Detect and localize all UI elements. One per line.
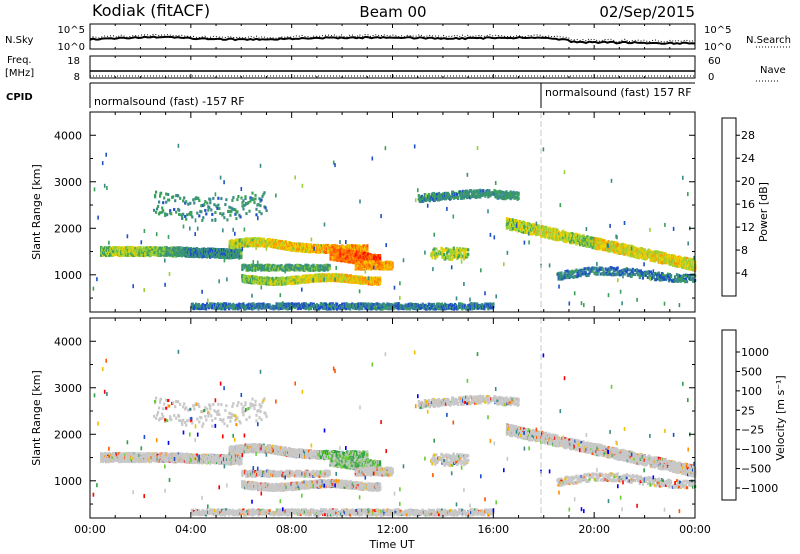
power-cell <box>250 237 253 241</box>
power-cell <box>333 250 336 254</box>
power-cell <box>271 276 274 280</box>
sky-ytick-bottom: 10^0 <box>58 42 85 53</box>
sky-left-label: N.Sky <box>5 35 33 46</box>
sky-panel: 10^5 10^0 10^5 10^0 N.Sky N.Search <box>5 23 791 53</box>
power-cell <box>179 252 182 256</box>
sky-right-label: N.Search <box>746 35 791 46</box>
power-cell <box>240 249 243 253</box>
cpid-segment-2: normalsound (fast) 157 RF <box>545 86 692 99</box>
freq-rtick-top: 60 <box>708 56 721 67</box>
power-cell <box>319 279 322 283</box>
freq-rtick-bottom: 0 <box>708 72 714 83</box>
freq-label-1: Freq. <box>7 55 32 66</box>
power-cell <box>327 272 330 276</box>
power-cell <box>268 263 271 267</box>
power-cell <box>119 246 122 250</box>
power-cell <box>240 255 243 259</box>
power-cell <box>228 256 231 260</box>
sky-rtick-top: 10^5 <box>704 25 731 36</box>
sky-rtick-bottom: 10^0 <box>704 42 731 53</box>
power-cell <box>366 247 369 251</box>
power-cell <box>264 268 267 271</box>
power-cell <box>157 251 160 255</box>
power-cell <box>119 249 122 252</box>
title-station: Kodiak (fitACF) <box>92 1 210 20</box>
power-cell <box>128 250 131 254</box>
power-cell <box>333 248 336 252</box>
power-cell <box>120 246 123 250</box>
power-cell <box>182 246 185 250</box>
power-cell <box>132 254 135 258</box>
power-cell <box>256 264 259 268</box>
freq-label-2: [MHz] <box>5 68 34 79</box>
power-cell <box>206 252 209 256</box>
power-cell <box>249 239 252 243</box>
power-cell <box>378 278 382 282</box>
power-cell <box>343 279 346 283</box>
power-cell <box>240 251 243 255</box>
power-cell <box>378 254 382 258</box>
power-cell <box>119 252 122 256</box>
power-cell <box>224 248 227 252</box>
cpid-segment-1: normalsound (fast) -157 RF <box>94 95 245 108</box>
power-cell <box>272 245 276 249</box>
power-cell <box>325 251 328 254</box>
power-cell <box>357 275 360 279</box>
power-cell <box>152 253 155 257</box>
power-cell <box>119 254 122 258</box>
power-cell <box>162 251 165 255</box>
power-cell <box>191 255 194 259</box>
power-cell <box>139 246 142 250</box>
sky-ytick-top: 10^5 <box>58 25 85 36</box>
power-cell <box>336 244 339 248</box>
power-cell <box>179 247 182 251</box>
power-cell <box>251 238 254 242</box>
power-cell <box>284 240 288 244</box>
title-date: 02/Sep/2015 <box>599 3 695 21</box>
cpid-panel: CPID normalsound (fast) -157 RF normalso… <box>6 82 695 108</box>
power-cell <box>250 243 253 247</box>
power-cell <box>366 244 369 248</box>
power-cell <box>265 282 268 286</box>
power-cell <box>364 258 367 262</box>
power-cell <box>378 256 382 260</box>
power-cell <box>378 282 382 285</box>
nave-label: Nave <box>760 65 786 76</box>
title-beam: Beam 00 <box>359 3 426 21</box>
power-cell <box>165 253 168 257</box>
cpid-label: CPID <box>6 92 33 103</box>
power-cell <box>180 254 183 258</box>
freq-panel: 18 8 60 0 Freq. [MHz] Nave <box>5 55 786 83</box>
power-cell <box>245 264 248 268</box>
freq-ytick-top: 18 <box>67 56 80 67</box>
freq-ytick-bottom: 8 <box>74 72 80 83</box>
